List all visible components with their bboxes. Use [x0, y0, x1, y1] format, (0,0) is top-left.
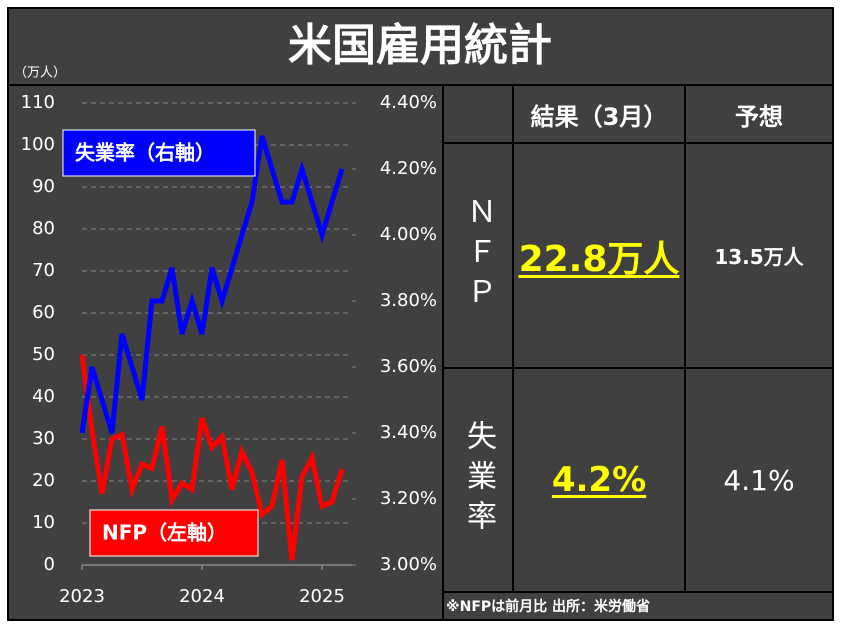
- y2-tick-label: 3.80%: [380, 290, 437, 311]
- legend-box: [62, 129, 256, 177]
- y-tick-label: 100: [21, 134, 55, 155]
- row-label: 失業率: [461, 420, 496, 540]
- note: ※NFPは前月比 出所：米労働省: [446, 598, 650, 615]
- legend-label: NFP（左軸）: [102, 521, 227, 545]
- y-tick-label: 80: [32, 218, 55, 239]
- x-tick-label: 2024: [179, 586, 225, 607]
- series-line: [79, 354, 345, 561]
- y-tick-label: 10: [32, 512, 55, 533]
- legend-box: [89, 509, 259, 557]
- y-tick-label: 30: [32, 428, 55, 449]
- series-line: [79, 135, 345, 434]
- y-tick-label: 70: [32, 260, 55, 281]
- header-forecast: 予想: [735, 102, 783, 131]
- y-tick-label: 90: [32, 176, 55, 197]
- x-tick-label: 2025: [299, 586, 345, 607]
- note-panel: [442, 591, 834, 621]
- y2-tick-label: 3.00%: [380, 554, 437, 575]
- y2-tick-label: 4.20%: [380, 158, 437, 179]
- row-label: ＮＦＰ: [461, 195, 496, 316]
- x-tick-label: 2023: [59, 586, 105, 607]
- y-tick-label: 50: [32, 344, 55, 365]
- result-value: 4.2%: [551, 460, 647, 500]
- result-value: 22.8万人: [518, 238, 680, 280]
- forecast-value: 13.5万人: [714, 245, 804, 269]
- chart-title: 米国雇用統計: [288, 20, 552, 71]
- title-box: [7, 7, 834, 86]
- y-unit-label: （万人）: [14, 66, 66, 81]
- y2-tick-label: 3.40%: [380, 422, 437, 443]
- y-tick-label: 20: [32, 470, 55, 491]
- y-tick-label: 110: [21, 92, 55, 113]
- y2-tick-label: 3.60%: [380, 356, 437, 377]
- y-tick-label: 60: [32, 302, 55, 323]
- y2-tick-label: 3.20%: [380, 488, 437, 509]
- y2-tick-label: 4.00%: [380, 224, 437, 245]
- table-panel: [442, 84, 834, 593]
- y-tick-label: 40: [32, 386, 55, 407]
- y2-tick-label: 4.40%: [380, 92, 437, 113]
- header-result: 結果（3月）: [530, 102, 668, 131]
- forecast-value: 4.1%: [723, 463, 795, 497]
- legend-label: 失業率（右軸）: [75, 141, 215, 165]
- y-tick-label: 0: [44, 554, 55, 575]
